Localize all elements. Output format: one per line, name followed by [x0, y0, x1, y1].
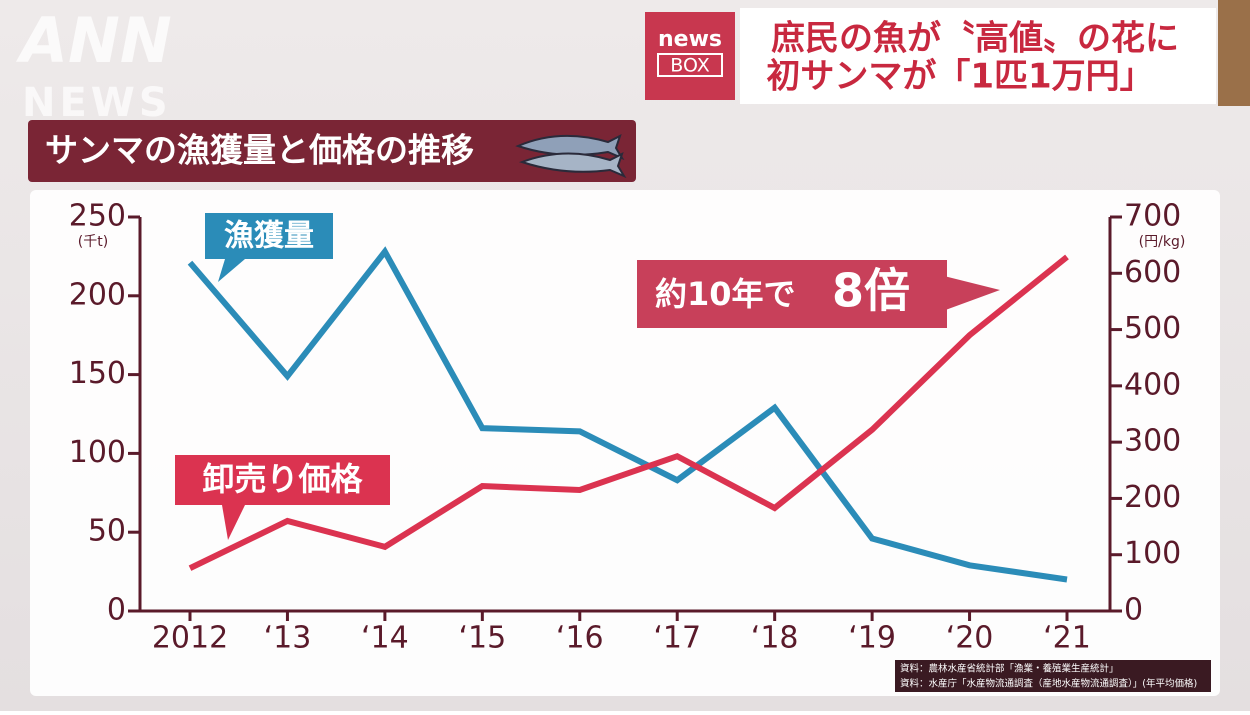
badge-top: news	[658, 27, 722, 52]
x-tick-label: ‘17	[653, 621, 701, 656]
y2-tick-label: 600	[1124, 255, 1181, 290]
legend-box	[175, 455, 390, 505]
y-tick-label: 250	[69, 199, 126, 234]
y2-tick-label: 0	[1124, 593, 1143, 628]
fish-icon	[515, 134, 627, 179]
x-tick-label: ‘14	[361, 621, 409, 656]
legend-label: 漁獲量	[224, 219, 314, 254]
badge-bottom: BOX	[670, 55, 709, 77]
logo-news: NEWS	[22, 80, 172, 126]
x-tick-label: ‘16	[556, 621, 604, 656]
annotation: 約10年で	[655, 275, 796, 313]
x-tick-label: ‘13	[264, 621, 312, 656]
logo-ann: ANN	[15, 4, 172, 77]
legend-tail	[218, 259, 245, 282]
x-tick-label: ‘18	[751, 621, 799, 656]
y-tick-label: 100	[69, 435, 126, 470]
legend-tail	[222, 505, 245, 540]
y2-tick-label: 200	[1124, 480, 1181, 515]
badge-frame	[657, 53, 723, 77]
y2-tick-label: 400	[1124, 367, 1181, 402]
y-tick-label: 50	[88, 514, 126, 549]
y-tick-label: 150	[69, 356, 126, 391]
source: 資料：水産庁「水産物流通調査（産地水産物流通調査）」(年平均価格)	[900, 678, 1197, 690]
y-unit: (千t)	[78, 234, 108, 250]
wood-strip	[1218, 0, 1250, 106]
headline: 初サンマが「1匹1万円」	[766, 57, 1153, 97]
y-tick-label: 200	[69, 277, 126, 312]
x-tick-label: ‘21	[1043, 621, 1091, 656]
chart-title: サンマの漁獲量と価格の推移	[45, 131, 474, 170]
y-tick-label: 0	[107, 593, 126, 628]
annotation-arrow	[940, 275, 1000, 312]
series-line	[187, 246, 1068, 583]
y2-tick-label: 700	[1124, 199, 1181, 234]
badge	[645, 12, 735, 100]
legend-label: 卸売り価格	[202, 460, 363, 498]
y2-tick-label: 300	[1124, 424, 1181, 459]
headline: 庶民の魚が〝高値〟の花に	[771, 19, 1179, 59]
annotation-emphasis: 8倍	[832, 264, 910, 318]
x-tick-label: ‘20	[946, 621, 994, 656]
annotation-box	[637, 260, 947, 328]
source: 資料：農林水産省統計部「漁業・養殖業生産統計」	[900, 663, 1119, 675]
series-line	[188, 254, 1069, 571]
x-tick-label: ‘19	[848, 621, 896, 656]
title-banner	[28, 120, 636, 182]
y2-tick-label: 500	[1124, 311, 1181, 346]
source-box	[895, 660, 1211, 692]
y2-tick-label: 100	[1124, 536, 1181, 571]
x-tick-label: 2012	[152, 621, 228, 656]
y2-unit: (円/kg)	[1139, 234, 1186, 250]
x-tick-label: ‘15	[458, 621, 506, 656]
headline-panel	[740, 8, 1216, 104]
legend-box	[205, 213, 333, 259]
